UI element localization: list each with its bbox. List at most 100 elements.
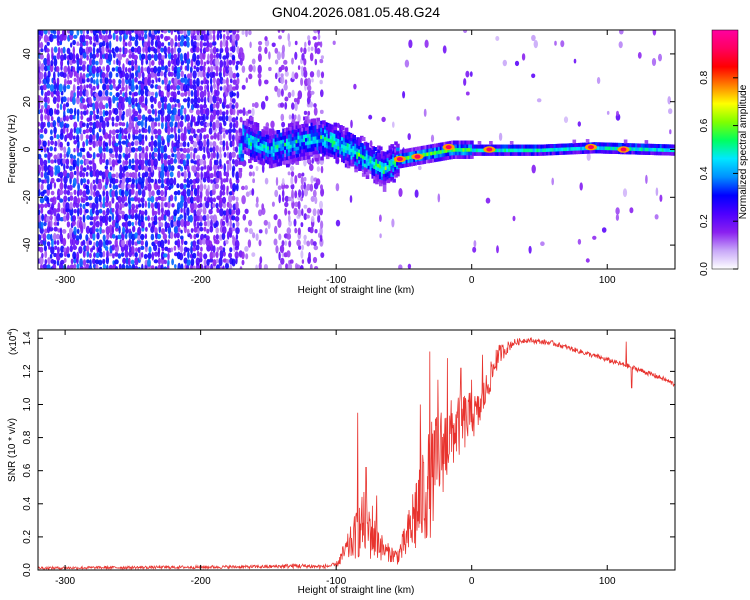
signal-cell: [527, 151, 531, 156]
signal-cell: [409, 158, 413, 163]
noise-cell: [148, 152, 152, 160]
signal-cell: [460, 144, 465, 149]
noise-cell: [180, 107, 183, 117]
noise-cell: [39, 41, 44, 49]
signal-cell: [240, 142, 245, 147]
noise-cell: [40, 171, 44, 178]
signal-cell: [430, 155, 434, 159]
signal-cell: [268, 164, 273, 169]
noise-cell: [465, 91, 470, 96]
noise-cell: [212, 121, 216, 131]
signal-cell: [289, 140, 294, 145]
noise-cell: [95, 228, 99, 233]
noise-cell: [209, 158, 213, 168]
noise-cell: [353, 83, 357, 90]
noise-cell: [235, 120, 239, 129]
signal-cell: [291, 133, 296, 138]
noise-cell: [115, 129, 120, 134]
noise-cell: [38, 234, 42, 241]
noise-cell: [190, 245, 193, 255]
noise-cell: [310, 196, 315, 202]
noise-cell: [78, 189, 83, 196]
signal-cell: [640, 143, 645, 148]
noise-cell: [82, 30, 86, 35]
noise-cell: [69, 80, 73, 85]
snr-y-axis-label: SNR (10 * v/v): [7, 418, 18, 482]
noise-cell: [101, 229, 105, 234]
noise-cell: [213, 163, 218, 172]
signal-cell: [523, 151, 527, 156]
signal-cell: [325, 126, 330, 131]
signal-cell: [420, 145, 425, 150]
noise-cell: [232, 122, 236, 129]
signal-cell: [369, 159, 374, 164]
signal-cell: [280, 143, 284, 148]
noise-cell: [186, 58, 191, 65]
noise-cell: [115, 34, 119, 42]
signal-cell: [284, 138, 288, 143]
signal-cell: [342, 148, 347, 153]
noise-cell: [141, 159, 145, 165]
signal-cell: [248, 130, 252, 135]
signal-cell: [259, 156, 264, 161]
noise-cell: [300, 65, 304, 75]
noise-cell: [81, 34, 86, 43]
noise-cell: [161, 121, 164, 130]
signal-cell: [365, 146, 370, 151]
spectrogram-signal-ridge: [238, 116, 675, 192]
signal-cell: [306, 119, 311, 124]
signal-cell: [542, 144, 546, 149]
noise-cell: [225, 262, 229, 269]
noise-cell: [309, 52, 314, 62]
noise-cell: [66, 108, 70, 114]
noise-cell: [312, 189, 317, 198]
noise-cell: [53, 226, 58, 232]
signal-cell: [405, 148, 410, 153]
noise-cell: [226, 35, 230, 41]
signal-cell: [428, 144, 432, 149]
noise-cell: [573, 58, 577, 64]
signal-cell: [322, 145, 326, 150]
noise-cell: [157, 257, 161, 265]
noise-cell: [267, 221, 271, 230]
signal-cell: [287, 123, 292, 128]
noise-cell: [108, 264, 113, 269]
signal-cell: [246, 143, 250, 148]
noise-cell: [131, 30, 135, 33]
signal-cell: [297, 135, 301, 140]
noise-cell: [112, 184, 116, 190]
noise-cell: [107, 133, 112, 140]
noise-cell: [118, 153, 122, 160]
noise-cell: [76, 76, 80, 86]
noise-cell: [70, 128, 73, 134]
noise-cell: [209, 103, 214, 112]
signal-cell: [589, 149, 594, 154]
noise-cell: [42, 232, 47, 242]
signal-cell: [638, 143, 643, 148]
signal-cell: [490, 144, 495, 149]
signal-cell: [248, 119, 252, 124]
signal-cell: [650, 151, 654, 155]
noise-cell: [263, 219, 268, 226]
signal-cell: [528, 144, 533, 149]
signal-cell: [375, 155, 379, 160]
signal-cell: [648, 147, 652, 152]
noise-cell: [186, 73, 191, 79]
noise-cell: [189, 66, 193, 73]
noise-cell: [134, 164, 139, 173]
noise-cell: [160, 65, 165, 71]
noise-cell: [112, 135, 116, 142]
noise-cell: [120, 210, 125, 215]
signal-cell: [669, 151, 673, 156]
signal-cell: [365, 149, 370, 154]
noise-cell: [307, 110, 311, 116]
signal-cell: [303, 145, 307, 150]
noise-cell: [300, 184, 304, 191]
noise-cell: [200, 97, 204, 103]
signal-cell: [388, 156, 393, 161]
signal-cell: [293, 139, 298, 144]
signal-cell: [287, 130, 292, 135]
noise-cell: [124, 159, 129, 166]
signal-cell: [312, 118, 317, 123]
signal-cell: [291, 151, 296, 156]
